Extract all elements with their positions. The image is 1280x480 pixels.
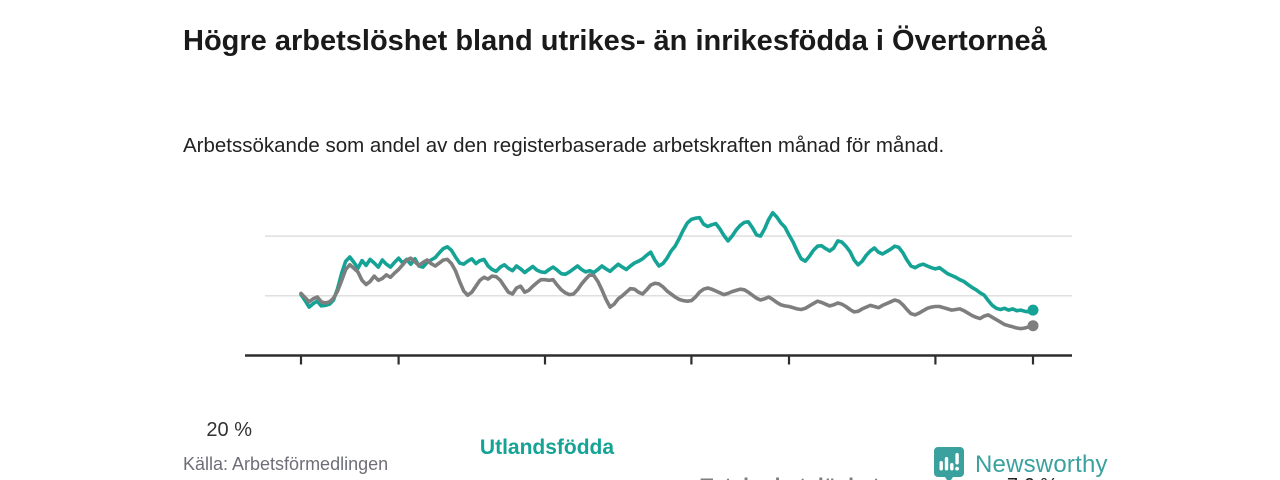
- newsworthy-logo: Newsworthy: [933, 446, 1108, 480]
- series-label-total-arbetsloshet: Total arbetslöshet: [670, 475, 910, 480]
- logo-wordmark: Newsworthy: [975, 450, 1108, 478]
- series-line-utlandsfodda: [299, 210, 1035, 314]
- series-end-dot-utlandsfodda: [1027, 304, 1039, 316]
- page-subtitle: Arbetssökande som andel av den registerb…: [183, 133, 945, 157]
- y-tick-label-20: 20 %: [206, 419, 252, 441]
- page-title: Högre arbetslöshet bland utrikes- än inr…: [183, 25, 1047, 58]
- plot-area: [245, 210, 1072, 365]
- unemployment-line-chart: 20 % 10 % 0 % 2008 2010 2013 2016 2018 2…: [0, 195, 1280, 480]
- series-end-dot-total-arbetsloshet: [1027, 320, 1039, 332]
- series-label-utlandsfodda: Utlandsfödda: [479, 436, 615, 459]
- end-value-label-utlandsfodda: 7,6 %: [958, 475, 1058, 480]
- source-attribution: Källa: Arbetsförmedlingen: [183, 454, 389, 474]
- newsworthy-speech-bubble-bar-chart-icon: [934, 447, 964, 480]
- series-line-total-arbetsloshet: [299, 256, 1035, 331]
